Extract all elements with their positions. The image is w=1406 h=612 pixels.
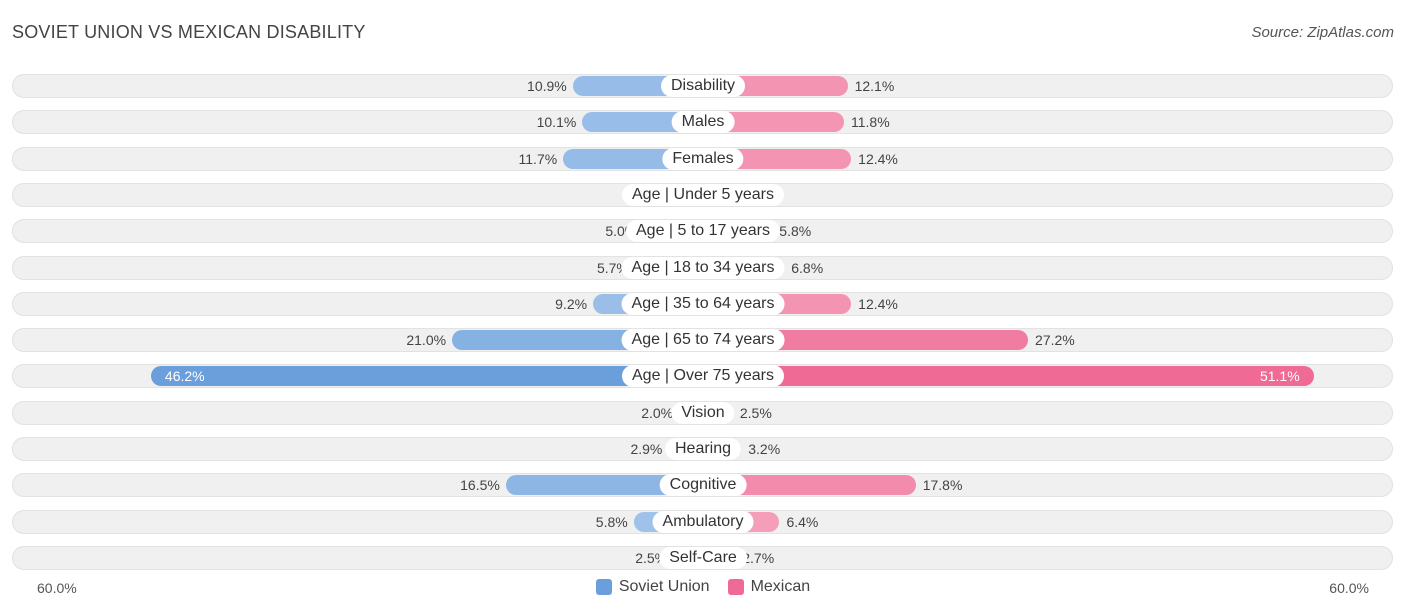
value-soviet-union-ambulatory: 5.8% <box>595 513 628 530</box>
source-note: Source: ZipAtlas.com <box>1251 24 1394 41</box>
legend-swatch-soviet-union <box>595 579 612 595</box>
bar-mexican-cognitive <box>703 475 916 496</box>
bar-soviet-union-cognitive <box>505 475 703 496</box>
category-label-age-18-to-34-years: Age | 18 to 34 years <box>621 256 785 279</box>
category-label-age-5-to-17-years: Age | 5 to 17 years <box>625 220 781 243</box>
category-label-age-65-to-74-years: Age | 65 to 74 years <box>621 329 785 352</box>
bar-soviet-union-age-over-75-years <box>150 366 703 387</box>
legend-item-mexican: Mexican <box>727 578 811 596</box>
category-label-males: Males <box>671 111 735 134</box>
category-label-age-under-5-years: Age | Under 5 years <box>621 183 785 206</box>
legend-label-soviet-union: Soviet Union <box>618 578 710 595</box>
legend-item-soviet-union: Soviet Union <box>595 578 710 596</box>
value-mexican-age-35-to-64-years: 12.4% <box>858 295 898 312</box>
value-soviet-union-age-35-to-64-years: 9.2% <box>555 295 588 312</box>
value-mexican-disability: 12.1% <box>854 78 895 94</box>
legend-swatch-mexican <box>727 579 744 595</box>
value-mexican-self-care: 2.7% <box>742 549 775 566</box>
value-soviet-union-disability: 10.9% <box>527 78 567 94</box>
value-mexican-cognitive: 17.8% <box>922 477 963 494</box>
axis-label-right: 60.0% <box>1329 580 1369 596</box>
legend-label-mexican: Mexican <box>750 578 811 595</box>
value-mexican-age-5-to-17-years: 5.8% <box>779 223 812 240</box>
value-soviet-union-vision: 2.0% <box>641 404 674 421</box>
axis-label-left: 60.0% <box>37 580 77 596</box>
value-mexican-males: 11.8% <box>851 114 890 131</box>
bar-mexican-age-65-to-74-years <box>703 330 1029 351</box>
value-soviet-union-females: 11.7% <box>518 150 558 167</box>
value-mexican-females: 12.4% <box>858 150 898 167</box>
value-soviet-union-age-65-to-74-years: 21.0% <box>406 332 447 349</box>
category-label-hearing: Hearing <box>664 438 742 460</box>
value-soviet-union-hearing: 2.9% <box>630 441 663 457</box>
bar-mexican-age-over-75-years <box>703 366 1314 387</box>
value-mexican-age-18-to-34-years: 6.8% <box>791 259 824 276</box>
value-soviet-union-self-care: 2.5% <box>635 549 668 566</box>
value-mexican-vision: 2.5% <box>739 404 772 421</box>
category-label-ambulatory: Ambulatory <box>652 510 754 533</box>
value-mexican-ambulatory: 6.4% <box>786 513 819 530</box>
value-soviet-union-age-18-to-34-years: 5.7% <box>596 259 629 276</box>
category-label-age-over-75-years: Age | Over 75 years <box>622 365 784 388</box>
value-mexican-age-over-75-years: 51.1% <box>1259 368 1300 385</box>
legend: Soviet Union Mexican <box>0 578 1406 596</box>
category-label-cognitive: Cognitive <box>659 474 747 497</box>
value-soviet-union-age-over-75-years: 46.2% <box>164 368 205 385</box>
value-soviet-union-cognitive: 16.5% <box>460 477 500 494</box>
category-label-self-care: Self-Care <box>659 546 747 569</box>
value-mexican-age-65-to-74-years: 27.2% <box>1035 332 1075 349</box>
value-mexican-hearing: 3.2% <box>748 441 781 457</box>
category-label-age-35-to-64-years: Age | 35 to 64 years <box>621 292 785 315</box>
category-label-vision: Vision <box>671 401 735 424</box>
category-label-disability: Disability <box>660 75 746 97</box>
category-label-females: Females <box>662 147 744 170</box>
value-soviet-union-males: 10.1% <box>536 114 577 131</box>
chart-title: SOVIET UNION VS MEXICAN DISABILITY <box>12 22 366 42</box>
bar-mexican-males <box>703 112 844 133</box>
